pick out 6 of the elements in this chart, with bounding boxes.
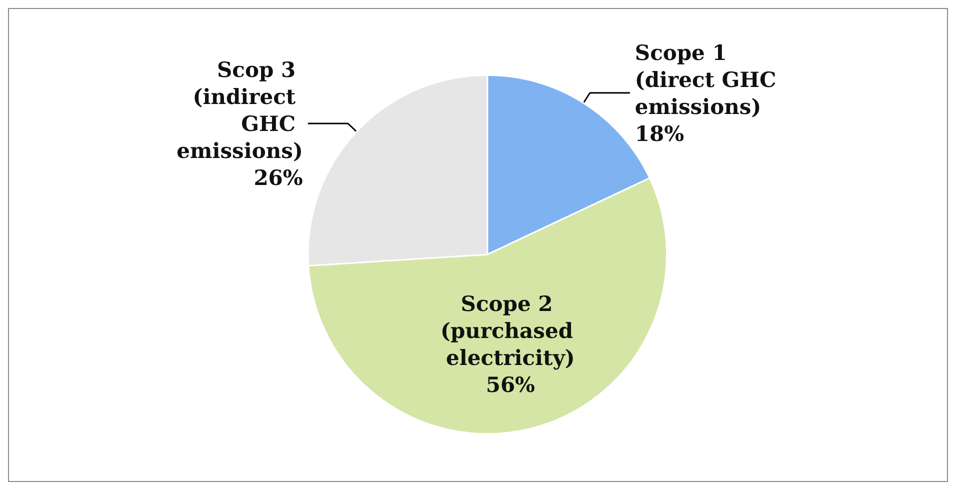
slice-label: Scope 2 (purchased electricity)	[440, 291, 580, 370]
data-label: 18%	[634, 120, 684, 146]
data-label: 56%	[486, 372, 536, 398]
slice-label: Scop 3 (indirect GHC emissions)	[176, 56, 303, 163]
data-label: 26%	[254, 164, 303, 190]
slice-label: Scope 1 (direct GHC emissions)	[634, 40, 784, 119]
